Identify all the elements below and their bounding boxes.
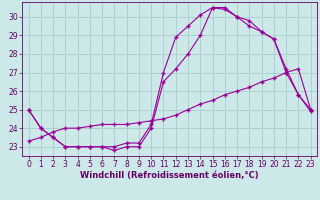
X-axis label: Windchill (Refroidissement éolien,°C): Windchill (Refroidissement éolien,°C)	[80, 171, 259, 180]
